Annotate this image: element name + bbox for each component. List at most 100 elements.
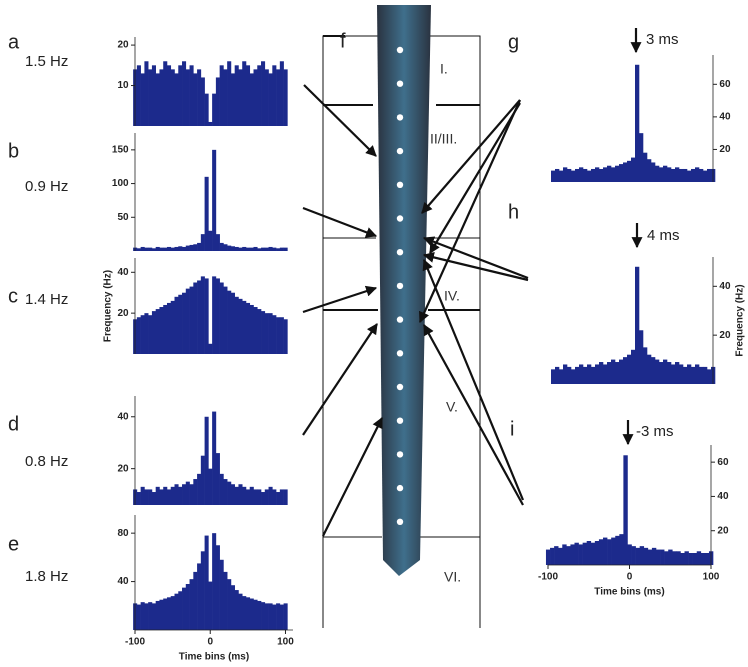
bar — [174, 484, 179, 505]
bar — [242, 61, 247, 126]
bar — [234, 296, 239, 354]
bar — [166, 246, 172, 251]
bar — [563, 364, 568, 384]
bar — [676, 551, 681, 565]
bar — [170, 596, 175, 630]
bar — [639, 330, 644, 384]
bar — [687, 170, 692, 182]
bar — [639, 546, 645, 565]
firing-rate: 0.9 Hz — [25, 178, 68, 195]
bar — [189, 65, 194, 126]
bar — [227, 579, 232, 630]
bar — [200, 455, 205, 505]
bar — [261, 61, 266, 126]
bar — [219, 473, 224, 505]
y-axis-label: Frequency (Hz) — [735, 284, 746, 356]
bar — [587, 364, 592, 384]
bar — [679, 168, 684, 182]
bar — [643, 547, 649, 565]
bar — [659, 167, 664, 182]
bar — [166, 302, 172, 354]
bar — [594, 541, 600, 565]
site — [396, 383, 404, 391]
y-tick-label: 20 — [117, 308, 129, 319]
bar — [607, 362, 612, 384]
x-tick-label: -100 — [125, 637, 145, 648]
bar — [696, 551, 702, 565]
bar — [212, 533, 217, 630]
bar — [667, 362, 672, 384]
bar — [639, 133, 644, 182]
bar — [189, 579, 194, 630]
bar — [679, 364, 684, 384]
bar — [200, 276, 205, 354]
site — [396, 484, 404, 492]
bar — [253, 489, 258, 505]
bar — [655, 549, 661, 565]
bar — [136, 248, 141, 251]
bar — [671, 364, 676, 384]
bar — [655, 165, 660, 182]
bar — [242, 300, 247, 354]
firing-rate: 1.4 Hz — [25, 291, 68, 308]
bar — [598, 539, 604, 565]
bar — [283, 489, 288, 505]
panel-label: g — [508, 31, 519, 53]
y-tick-label: 40 — [117, 411, 129, 422]
bar — [264, 313, 269, 354]
x-tick-label: 100 — [703, 572, 720, 583]
bar — [204, 176, 209, 251]
bar — [170, 247, 175, 251]
bar — [204, 535, 209, 630]
bar — [635, 547, 640, 565]
bar — [204, 278, 209, 354]
bar — [178, 65, 183, 126]
bar — [703, 170, 708, 182]
bar — [279, 604, 284, 630]
bar — [695, 364, 700, 384]
firing-rate: 1.5 Hz — [25, 53, 68, 70]
bar — [215, 234, 220, 251]
bar — [647, 159, 652, 182]
bar — [651, 357, 656, 384]
bar — [590, 542, 596, 565]
bar — [261, 311, 266, 354]
bar — [570, 544, 575, 565]
bar — [567, 168, 572, 182]
bar — [140, 73, 145, 126]
bar — [227, 61, 232, 126]
bar — [623, 455, 628, 565]
bar — [151, 248, 156, 251]
bar — [253, 246, 258, 251]
histogram-panel: 20 40 60 g 3 ms — [508, 31, 731, 182]
bar — [558, 547, 563, 565]
bar — [223, 571, 228, 630]
bar — [627, 544, 632, 565]
bar — [283, 319, 288, 354]
y-tick-label: 40 — [117, 267, 129, 278]
bar — [245, 302, 251, 354]
bar — [212, 93, 217, 126]
bar — [193, 571, 198, 630]
bar — [264, 603, 269, 630]
bar — [643, 347, 648, 384]
bar — [227, 481, 232, 505]
site — [396, 181, 404, 188]
bar — [700, 553, 706, 565]
histogram-panel: 50 100 150 b 0.9 Hz — [8, 133, 288, 251]
bar — [272, 315, 277, 354]
bar — [166, 65, 172, 126]
bar — [178, 486, 183, 505]
bar — [257, 248, 262, 251]
bar — [659, 362, 664, 384]
bar — [144, 603, 149, 630]
bar — [166, 597, 172, 630]
bar — [627, 354, 632, 384]
layer-label: V. — [446, 399, 458, 415]
bar — [623, 357, 628, 384]
bar — [219, 282, 224, 354]
bar — [264, 489, 269, 505]
y-tick-label: 20 — [719, 144, 731, 155]
site — [396, 316, 404, 323]
site — [396, 417, 404, 424]
